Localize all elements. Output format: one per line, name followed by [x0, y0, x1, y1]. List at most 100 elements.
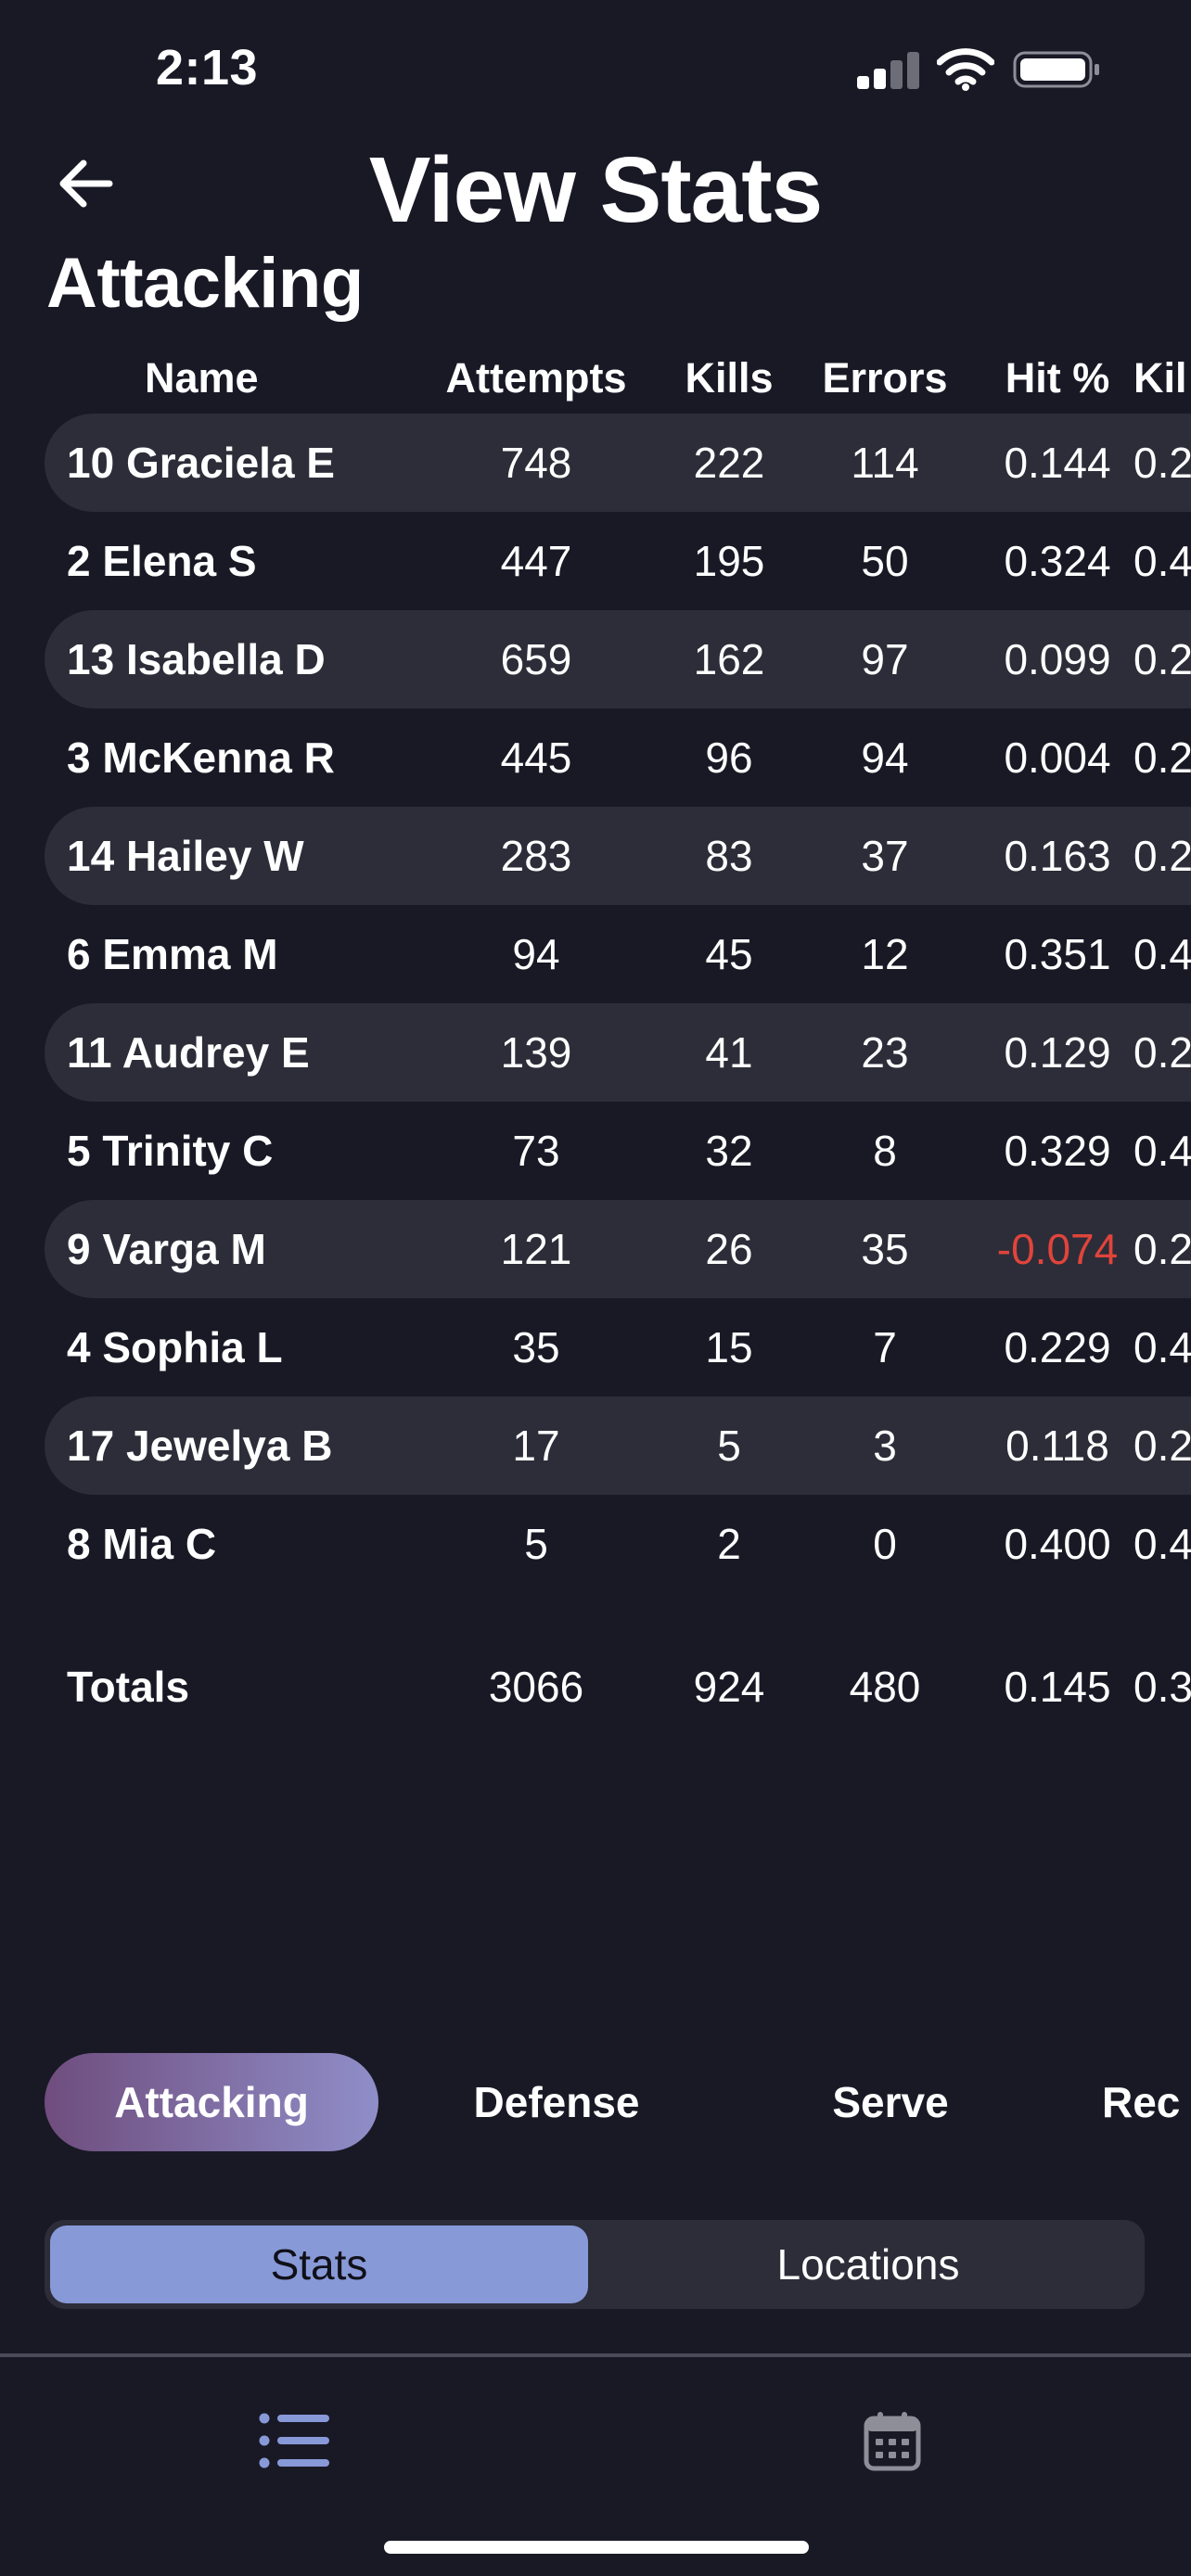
- bottom-tab-bar: [0, 2357, 1191, 2515]
- errors-value: 12: [861, 930, 909, 978]
- player-name: 11 Audrey E: [67, 1028, 310, 1077]
- hit-pct-value: 0.163: [1004, 832, 1111, 880]
- table-row[interactable]: 4 Sophia L 35 15 7 0.229 0.4: [45, 1298, 1191, 1396]
- attempts-value: 447: [500, 537, 572, 585]
- totals-label: Totals: [67, 1663, 190, 1711]
- wifi-icon: [937, 48, 994, 91]
- kills-value: 162: [693, 635, 765, 683]
- column-header-name: Name: [145, 354, 259, 402]
- column-header-kills: Kills: [685, 354, 774, 402]
- errors-value: 7: [873, 1323, 897, 1371]
- kills-value: 26: [705, 1225, 753, 1273]
- totals-row: Totals 3066 924 480 0.145 0.3: [45, 1638, 1191, 1736]
- cellular-signal-icon: [857, 50, 920, 89]
- attempts-value: 283: [500, 832, 572, 880]
- list-icon: [259, 2413, 329, 2468]
- attempts-value: 5: [524, 1520, 548, 1568]
- kill-pct-value: 0.4: [1133, 1323, 1191, 1371]
- attempts-value: 445: [500, 733, 572, 782]
- table-row[interactable]: 10 Graciela E 748 222 114 0.144 0.2: [45, 414, 1191, 512]
- kill-pct-value: 0.2: [1133, 1028, 1191, 1077]
- player-name: 14 Hailey W: [67, 832, 304, 880]
- attempts-value: 17: [512, 1422, 560, 1470]
- stats-option[interactable]: Stats: [50, 2225, 588, 2303]
- attempts-value: 73: [512, 1127, 560, 1175]
- player-name: 5 Trinity C: [67, 1127, 274, 1175]
- kill-pct-value: 0.2: [1133, 439, 1191, 487]
- hit-pct-value: 0.324: [1004, 537, 1111, 585]
- errors-value: 94: [861, 733, 909, 782]
- attempts-value: 121: [500, 1225, 572, 1273]
- page-title: View Stats: [368, 138, 823, 242]
- hit-pct-value: 0.229: [1004, 1323, 1111, 1371]
- total-attempts: 3066: [488, 1663, 584, 1711]
- tab-stats-list[interactable]: [258, 2404, 332, 2478]
- attempts-value: 35: [512, 1323, 560, 1371]
- table-row[interactable]: 13 Isabella D 659 162 97 0.099 0.2: [45, 610, 1191, 708]
- tab-bar-divider: [0, 2353, 1191, 2357]
- kills-value: 32: [705, 1127, 753, 1175]
- total-errors: 480: [849, 1663, 921, 1711]
- locations-option[interactable]: Locations: [776, 2240, 960, 2289]
- errors-value: 35: [861, 1225, 909, 1273]
- table-row[interactable]: 17 Jewelya B 17 5 3 0.118 0.2: [45, 1396, 1191, 1495]
- table-row[interactable]: 8 Mia C 5 2 0 0.400 0.4: [45, 1495, 1191, 1593]
- table-row[interactable]: 11 Audrey E 139 41 23 0.129 0.2: [45, 1003, 1191, 1102]
- kills-value: 96: [705, 733, 753, 782]
- header: View Stats: [0, 130, 1191, 242]
- player-name: 10 Graciela E: [67, 439, 335, 487]
- table-row[interactable]: 5 Trinity C 73 32 8 0.329 0.4: [45, 1102, 1191, 1200]
- battery-icon: [1013, 51, 1099, 88]
- errors-value: 8: [873, 1127, 897, 1175]
- total-hit-pct: 0.145: [1004, 1663, 1111, 1711]
- player-name: 3 McKenna R: [67, 733, 335, 782]
- back-button[interactable]: [52, 150, 119, 217]
- kill-pct-value: 0.4: [1133, 1520, 1191, 1568]
- kill-pct-value: 0.4: [1133, 537, 1191, 585]
- stats-table[interactable]: Name Attempts Kills Errors Hit % Kil 10 …: [45, 343, 1191, 1736]
- kill-pct-value: 0.2: [1133, 1422, 1191, 1470]
- tab-schedule[interactable]: [855, 2404, 929, 2478]
- column-header-errors: Errors: [822, 354, 948, 402]
- kills-value: 222: [693, 439, 765, 487]
- hit-pct-value: 0.099: [1004, 635, 1111, 683]
- table-header: Name Attempts Kills Errors Hit % Kil: [45, 343, 1191, 414]
- hit-pct-value-negative: -0.074: [996, 1225, 1119, 1273]
- errors-value: 97: [861, 635, 909, 683]
- errors-value: 114: [851, 439, 919, 487]
- kill-pct-value: 0.4: [1133, 1127, 1191, 1175]
- table-row[interactable]: 6 Emma M 94 45 12 0.351 0.4: [45, 905, 1191, 1003]
- kills-value: 195: [693, 537, 765, 585]
- tab-receive[interactable]: Rec: [1102, 2078, 1181, 2126]
- player-name: 9 Varga M: [67, 1225, 266, 1273]
- status-bar: 2:13: [0, 0, 1191, 139]
- player-name: 2 Elena S: [67, 537, 257, 585]
- tab-attacking[interactable]: Attacking: [45, 2053, 378, 2151]
- table-row[interactable]: 9 Varga M 121 26 35 -0.074 0.2: [45, 1200, 1191, 1298]
- attempts-value: 94: [512, 930, 560, 978]
- table-row[interactable]: 3 McKenna R 445 96 94 0.004 0.2: [45, 708, 1191, 807]
- kill-pct-value: 0.2: [1133, 635, 1191, 683]
- category-tabs: Attacking Defense Serve Rec: [45, 2053, 1191, 2151]
- tab-serve[interactable]: Serve: [832, 2078, 949, 2126]
- column-header-kill-pct: Kil: [1133, 354, 1187, 402]
- hit-pct-value: 0.329: [1004, 1127, 1111, 1175]
- hit-pct-value: 0.144: [1004, 439, 1111, 487]
- tab-defense[interactable]: Defense: [473, 2078, 640, 2126]
- total-kills: 924: [693, 1663, 765, 1711]
- table-row[interactable]: 14 Hailey W 283 83 37 0.163 0.2: [45, 807, 1191, 905]
- kill-pct-value: 0.2: [1133, 832, 1191, 880]
- kills-value: 5: [717, 1422, 741, 1470]
- hit-pct-value: 0.400: [1004, 1520, 1111, 1568]
- player-name: 6 Emma M: [67, 930, 278, 978]
- home-indicator: [384, 2541, 809, 2554]
- column-header-attempts: Attempts: [445, 354, 627, 402]
- attempts-value: 659: [500, 635, 572, 683]
- kills-value: 41: [705, 1028, 753, 1077]
- player-name: 4 Sophia L: [67, 1323, 283, 1371]
- table-row[interactable]: 2 Elena S 447 195 50 0.324 0.4: [45, 512, 1191, 610]
- section-title: Attacking: [46, 244, 364, 323]
- errors-value: 50: [861, 537, 909, 585]
- kills-value: 2: [717, 1520, 741, 1568]
- kill-pct-value: 0.4: [1133, 930, 1191, 978]
